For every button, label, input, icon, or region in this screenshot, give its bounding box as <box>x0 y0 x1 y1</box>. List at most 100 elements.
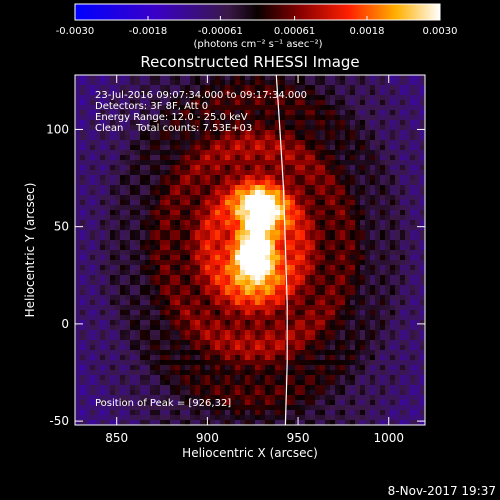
heatmap-pixel <box>300 300 305 305</box>
heatmap-pixel <box>80 115 85 120</box>
heatmap-pixel <box>260 165 265 170</box>
heatmap-pixel <box>165 360 170 365</box>
heatmap-pixel <box>195 375 200 380</box>
heatmap-pixel <box>265 410 270 415</box>
heatmap-pixel <box>405 225 410 230</box>
heatmap-pixel <box>125 240 130 245</box>
heatmap-pixel <box>350 280 355 285</box>
heatmap-pixel <box>265 270 270 275</box>
heatmap-pixel <box>85 285 90 290</box>
heatmap-pixel <box>195 290 200 295</box>
heatmap-pixel <box>110 175 115 180</box>
heatmap-pixel <box>180 120 185 125</box>
heatmap-pixel <box>280 130 285 135</box>
heatmap-pixel <box>390 150 395 155</box>
heatmap-pixel <box>150 290 155 295</box>
heatmap-pixel <box>245 140 250 145</box>
heatmap-pixel <box>360 185 365 190</box>
heatmap-pixel <box>135 175 140 180</box>
heatmap-pixel <box>150 410 155 415</box>
heatmap-pixel <box>165 380 170 385</box>
heatmap-pixel <box>155 200 160 205</box>
heatmap-pixel <box>145 145 150 150</box>
heatmap-pixel <box>405 100 410 105</box>
heatmap-pixel <box>315 280 320 285</box>
heatmap-pixel <box>225 380 230 385</box>
heatmap-pixel <box>90 160 95 165</box>
heatmap-pixel <box>265 395 270 400</box>
heatmap-pixel <box>180 300 185 305</box>
heatmap-pixel <box>420 325 425 330</box>
heatmap-pixel <box>300 145 305 150</box>
heatmap-pixel <box>150 330 155 335</box>
heatmap-pixel <box>80 90 85 95</box>
heatmap-pixel <box>95 215 100 220</box>
heatmap-pixel <box>230 120 235 125</box>
heatmap-pixel <box>85 380 90 385</box>
heatmap-pixel <box>140 275 145 280</box>
heatmap-pixel <box>195 400 200 405</box>
heatmap-pixel <box>375 250 380 255</box>
heatmap-pixel <box>210 385 215 390</box>
peak-position-label: Position of Peak = [926,32] <box>95 398 231 409</box>
heatmap-pixel <box>255 375 260 380</box>
heatmap-pixel <box>185 355 190 360</box>
heatmap-pixel <box>235 370 240 375</box>
heatmap-pixel <box>80 295 85 300</box>
heatmap-pixel <box>245 275 250 280</box>
heatmap-pixel <box>180 365 185 370</box>
heatmap-pixel <box>365 275 370 280</box>
heatmap-pixel <box>230 110 235 115</box>
heatmap-pixel <box>415 305 420 310</box>
heatmap-pixel <box>405 95 410 100</box>
heatmap-pixel <box>365 90 370 95</box>
heatmap-pixel <box>195 305 200 310</box>
heatmap-pixel <box>85 155 90 160</box>
heatmap-pixel <box>195 115 200 120</box>
heatmap-pixel <box>120 120 125 125</box>
heatmap-pixel <box>320 120 325 125</box>
heatmap-pixel <box>170 105 175 110</box>
heatmap-pixel <box>120 410 125 415</box>
heatmap-pixel <box>100 255 105 260</box>
colorbar <box>74 3 441 21</box>
heatmap-pixel <box>205 150 210 155</box>
heatmap-pixel <box>170 390 175 395</box>
heatmap-pixel <box>115 335 120 340</box>
heatmap-pixel <box>355 115 360 120</box>
heatmap-pixel <box>160 190 165 195</box>
heatmap-pixel <box>120 135 125 140</box>
heatmap-pixel <box>125 215 130 220</box>
heatmap-pixel <box>215 220 220 225</box>
heatmap-pixel <box>100 400 105 405</box>
heatmap-pixel <box>360 155 365 160</box>
heatmap-pixel <box>255 325 260 330</box>
heatmap-pixel <box>235 285 240 290</box>
heatmap-pixel <box>295 350 300 355</box>
heatmap-pixel <box>265 125 270 130</box>
heatmap-pixel <box>235 375 240 380</box>
heatmap-pixel <box>295 250 300 255</box>
heatmap-pixel <box>395 135 400 140</box>
heatmap-pixel <box>165 340 170 345</box>
heatmap-pixel <box>195 145 200 150</box>
heatmap-pixel <box>150 345 155 350</box>
heatmap-pixel <box>185 320 190 325</box>
heatmap-pixel <box>205 105 210 110</box>
heatmap-pixel <box>115 330 120 335</box>
heatmap-pixel <box>175 405 180 410</box>
heatmap-pixel <box>235 125 240 130</box>
heatmap-pixel <box>385 120 390 125</box>
heatmap-pixel <box>295 345 300 350</box>
heatmap-pixel <box>205 280 210 285</box>
heatmap-pixel <box>380 250 385 255</box>
heatmap-pixel <box>155 230 160 235</box>
heatmap-pixel <box>280 260 285 265</box>
heatmap-pixel <box>155 195 160 200</box>
heatmap-pixel <box>140 330 145 335</box>
heatmap-pixel <box>300 115 305 120</box>
heatmap-pixel <box>345 120 350 125</box>
heatmap-pixel <box>260 275 265 280</box>
heatmap-pixel <box>130 185 135 190</box>
heatmap-pixel <box>235 380 240 385</box>
